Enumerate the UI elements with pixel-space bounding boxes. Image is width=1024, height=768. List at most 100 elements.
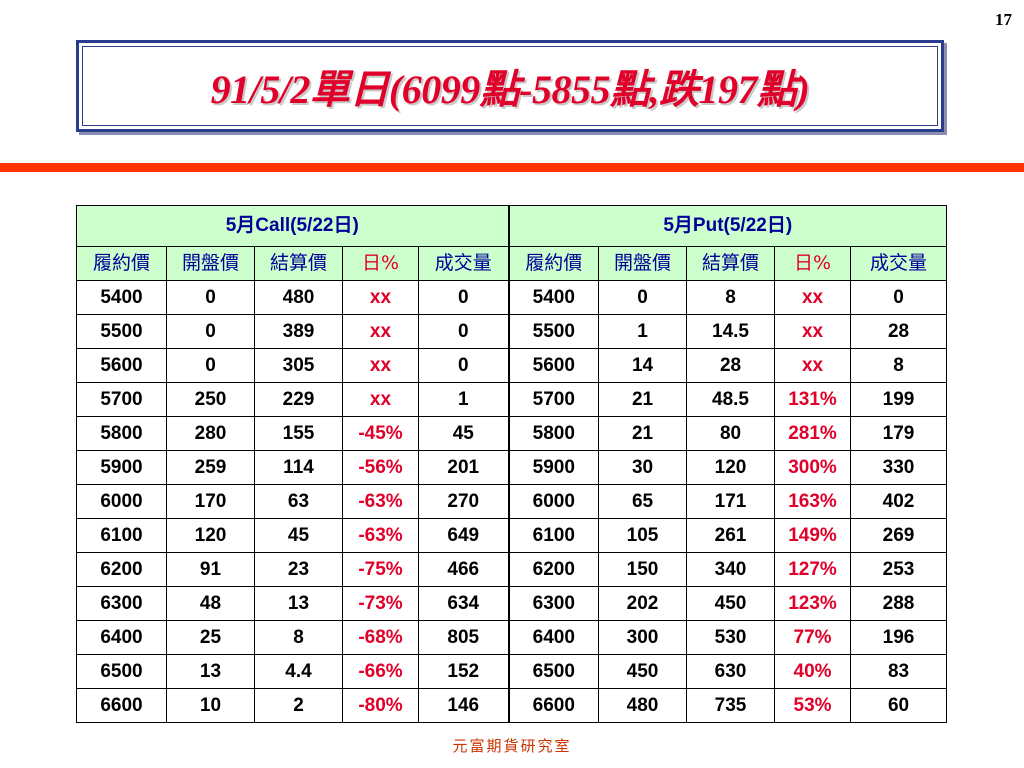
put-day-pct-cell: 77% [774,620,852,655]
put-strike-cell: 5400 [507,280,600,315]
put-open-cell: 30 [598,450,688,485]
put-col-volume: 成交量 [850,246,948,281]
call-strike-cell: 6200 [76,552,167,587]
call-day-pct-cell: xx [342,280,419,315]
call-open-cell: 13 [166,654,255,689]
call-strike-cell: 6100 [76,518,167,553]
call-settle-cell: 63 [254,484,343,519]
call-settle-cell: 155 [254,416,343,451]
put-day-pct-cell: 163% [774,484,852,519]
put-day-pct-cell: xx [774,280,852,315]
call-strike-cell: 5900 [76,450,167,485]
call-settle-cell: 13 [254,586,343,621]
put-col-strike: 履約價 [507,246,600,281]
call-day-pct-cell: -63% [342,518,419,553]
call-strike-cell: 5800 [76,416,167,451]
put-col-open: 開盤價 [598,246,688,281]
put-strike-cell: 6100 [507,518,600,553]
put-volume-cell: 199 [850,382,948,417]
put-volume-cell: 28 [850,314,948,349]
put-volume-cell: 402 [850,484,948,519]
slide-title: 91/5/2單日(6099點-5855點,跌197點) [210,67,810,112]
call-volume-cell: 634 [417,586,510,621]
put-col-day-pct: 日% [774,246,852,281]
put-open-cell: 450 [598,654,688,689]
put-volume-cell: 179 [850,416,948,451]
call-day-pct-cell: -80% [342,688,419,723]
put-open-cell: 480 [598,688,688,723]
call-day-pct-cell: -45% [342,416,419,451]
call-strike-cell: 5700 [76,382,167,417]
call-settle-cell: 305 [254,348,343,383]
call-volume-cell: 45 [417,416,510,451]
put-strike-cell: 6000 [507,484,600,519]
footer-company: 元富期貨研究室 [452,737,572,755]
options-quote-table: 5月Call(5/22日) 5月Put(5/22日) 履約價 開盤價 結算價 日… [75,205,948,723]
table-row: 5400 0 480 xx 0 5400 0 8 xx 0 [76,280,948,315]
put-settle-cell: 261 [686,518,776,553]
table-row: 6000 170 63 -63% 270 6000 65 171 163% 402 [76,484,948,519]
put-settle-cell: 14.5 [686,314,776,349]
put-strike-cell: 5500 [507,314,600,349]
table-row: 5600 0 305 xx 0 5600 14 28 xx 8 [76,348,948,383]
put-open-cell: 21 [598,382,688,417]
put-settle-cell: 120 [686,450,776,485]
put-strike-cell: 6400 [507,620,600,655]
call-settle-cell: 389 [254,314,343,349]
table-row: 6200 91 23 -75% 466 6200 150 340 127% 253 [76,552,948,587]
put-volume-cell: 253 [850,552,948,587]
call-open-cell: 25 [166,620,255,655]
call-open-cell: 48 [166,586,255,621]
call-volume-cell: 466 [417,552,510,587]
call-group-header: 5月Call(5/22日) [75,205,510,247]
call-day-pct-cell: xx [342,314,419,349]
call-volume-cell: 649 [417,518,510,553]
put-strike-cell: 5800 [507,416,600,451]
call-open-cell: 120 [166,518,255,553]
call-col-day-pct: 日% [342,246,419,281]
table-row: 5500 0 389 xx 0 5500 1 14.5 xx 28 [76,314,948,349]
call-col-settle: 結算價 [254,246,343,281]
put-volume-cell: 196 [850,620,948,655]
table-row: 6400 25 8 -68% 805 6400 300 530 77% 196 [76,620,948,655]
call-volume-cell: 201 [417,450,510,485]
put-open-cell: 150 [598,552,688,587]
put-strike-cell: 5600 [507,348,600,383]
put-volume-cell: 0 [850,280,948,315]
call-strike-cell: 6300 [76,586,167,621]
table-row: 6100 120 45 -63% 649 6100 105 261 149% 269 [76,518,948,553]
call-open-cell: 91 [166,552,255,587]
put-settle-cell: 48.5 [686,382,776,417]
put-settle-cell: 80 [686,416,776,451]
call-strike-cell: 6000 [76,484,167,519]
call-day-pct-cell: -66% [342,654,419,689]
call-volume-cell: 1 [417,382,510,417]
put-day-pct-cell: 281% [774,416,852,451]
call-day-pct-cell: -73% [342,586,419,621]
table-row: 5700 250 229 xx 1 5700 21 48.5 131% 199 [76,382,948,417]
quote-rows: 5400 0 480 xx 0 5400 0 8 xx 0 5500 0 389 xx 0 5500 1 14.5… [76,280,948,723]
put-col-settle: 結算價 [686,246,776,281]
put-settle-cell: 735 [686,688,776,723]
put-strike-cell: 6300 [507,586,600,621]
divider-bar [0,163,1024,172]
put-day-pct-cell: 131% [774,382,852,417]
call-day-pct-cell: -63% [342,484,419,519]
table-row: 5900 259 114 -56% 201 5900 30 120 300% 330 [76,450,948,485]
table-row: 5800 280 155 -45% 45 5800 21 80 281% 179 [76,416,948,451]
call-strike-cell: 5400 [76,280,167,315]
put-strike-cell: 5900 [507,450,600,485]
call-open-cell: 0 [166,348,255,383]
table-row: 6300 48 13 -73% 634 6300 202 450 123% 288 [76,586,948,621]
call-strike-cell: 6600 [76,688,167,723]
call-strike-cell: 5600 [76,348,167,383]
put-open-cell: 14 [598,348,688,383]
call-settle-cell: 45 [254,518,343,553]
put-open-cell: 65 [598,484,688,519]
call-strike-cell: 5500 [76,314,167,349]
call-open-cell: 250 [166,382,255,417]
put-volume-cell: 288 [850,586,948,621]
call-settle-cell: 480 [254,280,343,315]
group-header-row: 5月Call(5/22日) 5月Put(5/22日) [75,205,948,247]
call-day-pct-cell: -56% [342,450,419,485]
